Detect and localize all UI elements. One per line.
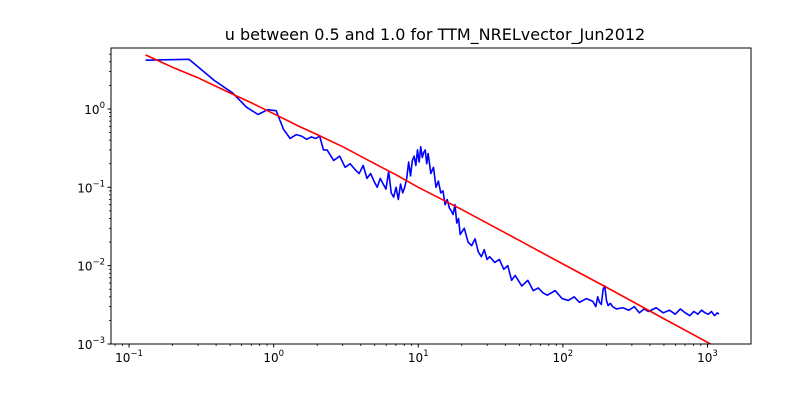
x-tick-label: 102 xyxy=(553,349,574,365)
plot-frame xyxy=(110,47,752,345)
y-tick-label: 10−2 xyxy=(77,258,105,274)
y-tick-label: 100 xyxy=(84,101,105,117)
y-tick-label: 10−1 xyxy=(77,179,105,195)
x-tick-label: 100 xyxy=(263,349,284,365)
tick-layer: 10−1 100 101 102 103 10−3 10−2 10−1 100 xyxy=(77,53,718,365)
series-layer xyxy=(145,54,720,344)
x-tick-label: 101 xyxy=(408,349,429,365)
series-line-2 xyxy=(145,54,713,344)
chart-title: u between 0.5 and 1.0 for TTM_NRELvector… xyxy=(225,25,645,45)
x-tick-label: 103 xyxy=(697,349,718,365)
series-line-1 xyxy=(145,58,720,317)
x-tick-label: 10−1 xyxy=(115,349,143,365)
y-tick-label: 10−3 xyxy=(77,336,105,352)
